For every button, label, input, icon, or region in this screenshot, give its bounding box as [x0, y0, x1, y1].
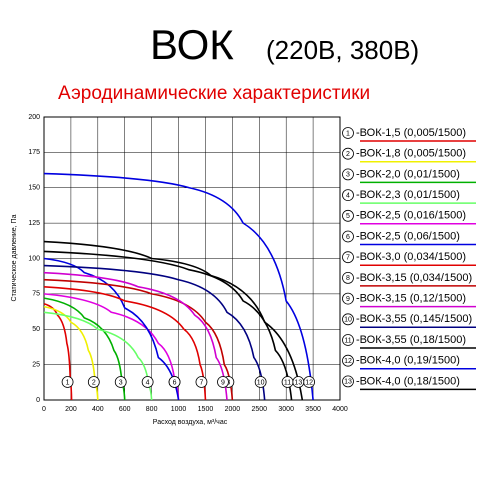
curve-number: 11: [284, 379, 291, 386]
legend-label: -ВОК-2,5 (0,06/1500): [356, 230, 460, 242]
curve: [43, 271, 228, 401]
legend-marker: [342, 189, 354, 202]
legend-number: 8: [346, 275, 350, 282]
legend-number: 10: [344, 317, 352, 324]
y-tick-label: 125: [28, 220, 40, 227]
curve-number: 6: [173, 379, 177, 386]
legend-label: -ВОК-3,15 (0,12/1500): [356, 293, 466, 305]
legend-number: 4: [346, 192, 350, 199]
y-tick-label: 200: [28, 114, 40, 121]
y-tick-label: 0: [36, 397, 40, 404]
curve-marker: [61, 376, 74, 388]
curve-number: 1: [66, 379, 70, 386]
x-tick-label: 600: [119, 406, 131, 413]
x-tick-label: 2000: [225, 406, 241, 413]
x-tick-label: 0: [42, 406, 46, 413]
curve: [43, 172, 314, 401]
legend-label: -ВОК-1,8 (0,005/1500): [356, 148, 466, 160]
legend-number: 3: [346, 172, 350, 179]
curve-number: 10: [257, 379, 265, 386]
legend-marker: [342, 147, 354, 160]
legend-marker: [342, 127, 354, 139]
curve: [43, 311, 153, 401]
legend-marker: [342, 251, 354, 264]
legend-number: 2: [346, 151, 350, 158]
y-tick-label: 175: [28, 149, 40, 156]
x-tick-label: 4000: [332, 406, 348, 413]
legend-label: -ВОК-2,5 (0,016/1500): [356, 210, 466, 222]
curve: [43, 286, 207, 401]
legend-marker: [342, 271, 354, 284]
curve-number: 7: [200, 379, 204, 386]
chart-title: ВОК: [150, 21, 234, 68]
legend-marker: [342, 313, 354, 326]
legend-label: -ВОК-3,0 (0,034/1500): [356, 251, 466, 263]
legend-label: -ВОК-3,55 (0,145/1500): [356, 313, 472, 325]
y-tick-label: 75: [32, 291, 40, 298]
legend-label: -ВОК-3,15 (0,034/1500): [356, 272, 472, 284]
curve: [43, 250, 293, 401]
curve-number: 2: [92, 379, 96, 386]
x-tick-label: 3000: [278, 406, 294, 413]
y-tick-label: 25: [32, 361, 40, 368]
curve-marker: [168, 376, 181, 388]
chart-title-suffix: (220В, 380В): [266, 35, 419, 65]
curve: [43, 240, 304, 401]
x-tick-label: 1500: [198, 406, 214, 413]
legend-number: 12: [344, 358, 352, 365]
legend-marker: [342, 209, 354, 222]
legend-number: 9: [346, 296, 350, 303]
legend-marker: [342, 292, 354, 305]
x-tick-label: 800: [146, 406, 158, 413]
curve: [43, 278, 234, 401]
curve-marker: [217, 376, 229, 388]
curve-marker: [114, 376, 127, 388]
curve-number: 13: [294, 379, 302, 386]
legend-number: 6: [346, 234, 350, 241]
legend-label: -ВОК-1,5 (0,005/1500): [356, 127, 466, 139]
x-tick-label: 3500: [305, 406, 321, 413]
legend-marker: [342, 375, 354, 388]
legend-number: 5: [346, 213, 350, 220]
legend-label: -ВОК-4,0 (0,19/1500): [356, 355, 460, 367]
curve-number: 12: [305, 379, 313, 386]
x-tick-label: 400: [92, 406, 104, 413]
legend-label: -ВОК-2,0 (0,01/1500): [356, 168, 460, 180]
legend-marker: [342, 354, 354, 367]
curve-marker: [87, 376, 100, 388]
curve-marker: [141, 376, 154, 388]
curve-number: 9: [221, 379, 225, 386]
legend-label: -ВОК-2,3 (0,01/1500): [356, 189, 460, 201]
x-axis-label: Расход воздуха, м³/час: [153, 419, 228, 426]
legend-label: -ВОК-4,0 (0,18/1500): [356, 375, 460, 387]
y-tick-label: 150: [28, 185, 40, 192]
curve-marker: [292, 376, 305, 388]
curve-number: 4: [146, 379, 150, 386]
x-tick-label: 200: [65, 406, 77, 413]
curve: [43, 264, 266, 401]
legend-label: -ВОК-3,55 (0,18/1500): [356, 334, 466, 346]
y-tick-label: 50: [32, 326, 40, 333]
legend-marker: [342, 168, 354, 181]
legend-marker: [342, 334, 354, 346]
x-tick-label: 2500: [251, 406, 267, 413]
curve-marker: [195, 376, 208, 388]
x-tick-label: 1000: [171, 406, 187, 413]
legend-number: 7: [346, 255, 350, 262]
curve-number: 3: [119, 379, 123, 386]
curve-marker: [254, 376, 267, 388]
legend-number: 11: [344, 337, 351, 344]
y-tick-label: 100: [28, 255, 40, 262]
y-axis-label: Статическое давление, Па: [11, 214, 18, 301]
legend-number: 13: [344, 379, 352, 386]
legend-marker: [342, 230, 354, 243]
chart-subtitle: Аэродинамические характеристики: [58, 83, 370, 104]
legend-number: 1: [346, 130, 350, 137]
